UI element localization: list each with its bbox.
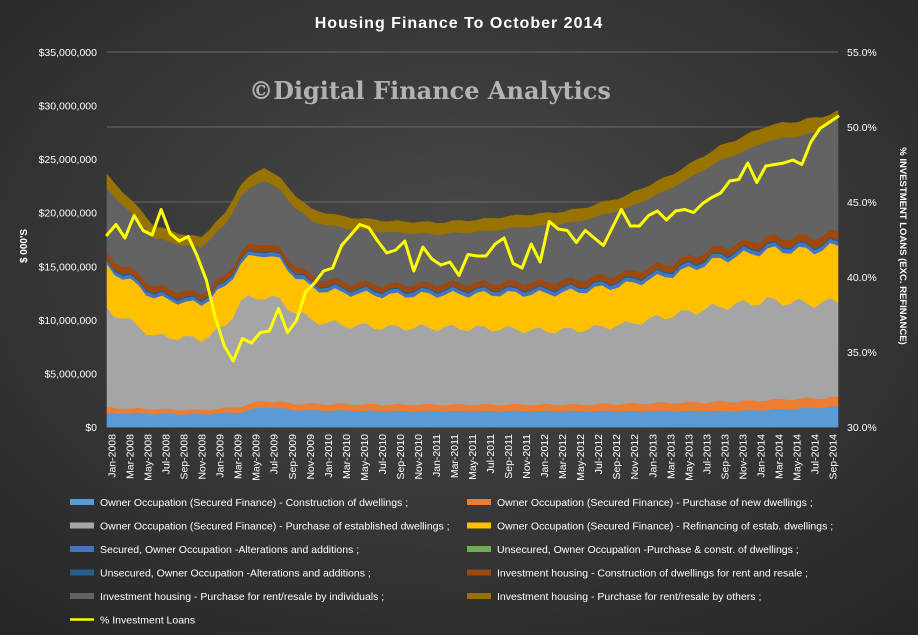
x-tick-label: Sep-2014 — [828, 434, 840, 480]
x-tick-label: Nov-2010 — [413, 434, 425, 480]
y2-tick-label: 45.0% — [847, 197, 877, 209]
legend-swatch — [70, 593, 94, 599]
legend-label: Investment housing - Purchase for rent/r… — [497, 591, 761, 603]
x-tick-label: Mar-2012 — [557, 434, 569, 479]
pct-investment-line — [105, 115, 840, 363]
y-axis-ticks: $0 $5,000,000 $10,000,000 $15,000,000 $20,00… — [39, 47, 98, 434]
y2-axis-label: % INVESTMENT LOANS (EXC. REFINANCE) — [897, 147, 908, 344]
x-tick-label: Mar-2014 — [773, 434, 785, 479]
legend-swatch — [70, 522, 94, 529]
x-tick-label: May-2008 — [143, 434, 155, 481]
x-tick-label: Jul-2009 — [269, 434, 281, 474]
x-tick-label: Mar-2009 — [233, 434, 245, 479]
x-tick-label: Jul-2010 — [377, 434, 389, 474]
x-tick-label: Jan-2014 — [755, 434, 767, 478]
legend-swatch — [467, 569, 491, 576]
y-tick-label: $10,000,000 — [39, 315, 98, 327]
pct-investment-line-group — [105, 115, 840, 363]
y2-tick-label: 40.0% — [847, 272, 877, 284]
y-axis-label: $ 000'S — [19, 229, 30, 263]
y-tick-label: $30,000,000 — [39, 101, 98, 113]
legend-swatch — [467, 499, 491, 505]
x-tick-label: Nov-2012 — [629, 434, 641, 480]
chart-title: Housing Finance To October 2014 — [315, 15, 604, 32]
x-tick-label: Jul-2014 — [810, 434, 822, 474]
legend-label: Secured, Owner Occupation -Alterations a… — [100, 544, 359, 556]
legend-label: Owner Occupation (Secured Finance) - Ref… — [497, 521, 833, 533]
x-tick-label: May-2013 — [683, 434, 695, 481]
legend-label: Owner Occupation (Secured Finance) - Pur… — [497, 497, 813, 509]
x-tick-label: Jan-2010 — [323, 434, 335, 478]
x-tick-label: Nov-2013 — [737, 434, 749, 480]
x-tick-label: Jul-2011 — [485, 434, 497, 474]
x-tick-label: Sep-2008 — [179, 434, 191, 480]
x-tick-label: Jul-2008 — [161, 434, 173, 474]
y-tick-label: $35,000,000 — [39, 47, 98, 59]
x-tick-label: Sep-2012 — [611, 434, 623, 480]
x-tick-label: Jul-2013 — [701, 434, 713, 474]
x-tick-label: Jan-2008 — [107, 434, 119, 478]
y-tick-label: $25,000,000 — [39, 154, 98, 166]
stacked-areas — [106, 109, 839, 428]
legend-label: Unsecured, Owner Occupation -Purchase & … — [497, 544, 799, 556]
legend-label: Owner Occupation (Secured Finance) - Con… — [100, 497, 408, 509]
x-tick-label: May-2011 — [467, 434, 479, 480]
x-tick-label: Jan-2011 — [431, 434, 443, 477]
x-tick-label: Jan-2009 — [215, 434, 227, 478]
x-tick-label: Sep-2010 — [395, 434, 407, 480]
y2-tick-label: 30.0% — [847, 422, 877, 434]
legend-swatch — [70, 546, 94, 552]
legend-swatch — [467, 593, 491, 599]
x-tick-label: Nov-2008 — [197, 434, 209, 480]
legend-swatch — [70, 499, 94, 505]
x-tick-label: Jul-2012 — [593, 434, 605, 474]
y2-axis-ticks: 30.0% 35.0% 40.0% 45.0% 50.0% 55.0% — [847, 47, 877, 434]
x-tick-label: Nov-2009 — [305, 434, 317, 480]
x-tick-label: Sep-2013 — [719, 434, 731, 480]
x-tick-label: Sep-2009 — [287, 434, 299, 480]
x-tick-label: May-2014 — [792, 434, 804, 481]
legend-label: Owner Occupation (Secured Finance) - Pur… — [100, 521, 450, 533]
y2-tick-label: 55.0% — [847, 47, 877, 59]
x-tick-label: Mar-2010 — [341, 434, 353, 479]
y2-tick-label: 50.0% — [847, 122, 877, 134]
x-tick-label: May-2009 — [251, 434, 263, 481]
y-tick-label: $15,000,000 — [39, 261, 98, 273]
y2-tick-label: 35.0% — [847, 347, 877, 359]
legend-label: Investment housing - Purchase for rent/r… — [100, 591, 384, 603]
legend-label: Unsecured, Owner Occupation -Alterations… — [100, 568, 371, 580]
y-tick-label: $0 — [85, 422, 97, 434]
legend-swatch — [467, 522, 491, 529]
legend: Owner Occupation (Secured Finance) - Con… — [70, 497, 833, 627]
x-tick-label: Jan-2013 — [647, 434, 659, 478]
legend-swatch — [467, 546, 491, 552]
legend-label: Investment housing - Construction of dwe… — [497, 568, 808, 580]
x-tick-label: Mar-2013 — [665, 434, 677, 479]
x-tick-label: Mar-2011 — [449, 434, 461, 478]
x-tick-label: Nov-2011 — [521, 434, 533, 479]
x-tick-label: Mar-2008 — [125, 434, 137, 479]
x-tick-label: May-2010 — [359, 434, 371, 481]
y-tick-label: $20,000,000 — [39, 208, 98, 220]
watermark: ©Digital Finance Analytics — [249, 76, 611, 105]
x-tick-label: May-2012 — [575, 434, 587, 481]
x-tick-label: Jan-2012 — [539, 434, 551, 478]
legend-swatch — [70, 569, 94, 576]
x-axis-ticks: Jan-2008 Mar-2008 May-2008 Jul-2008 Sep-2008… — [107, 434, 840, 481]
legend-label: % Investment Loans — [100, 615, 195, 627]
y-tick-label: $5,000,000 — [44, 368, 97, 380]
x-tick-label: Sep-2011 — [503, 434, 515, 479]
